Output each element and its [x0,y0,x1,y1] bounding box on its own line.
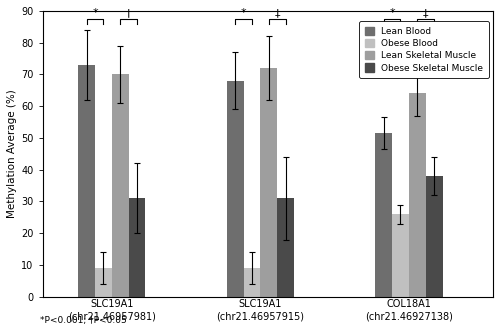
Y-axis label: Methylation Average (%): Methylation Average (%) [7,90,17,218]
Bar [226,81,244,297]
Bar [277,198,294,297]
Bar [426,176,442,297]
Text: *P<0.001; †P<0.05: *P<0.001; †P<0.05 [40,316,127,325]
Text: *: * [92,8,98,18]
Text: *: * [389,8,395,18]
Bar [128,198,146,297]
Bar [112,74,128,297]
Text: ‡: ‡ [274,8,280,18]
Text: *: * [240,8,246,18]
Text: ‡: ‡ [423,8,428,18]
Bar [392,214,409,297]
Bar [95,268,112,297]
Bar [244,268,260,297]
Legend: Lean Blood, Obese Blood, Lean Skeletal Muscle, Obese Skeletal Muscle: Lean Blood, Obese Blood, Lean Skeletal M… [360,21,488,78]
Bar [260,68,277,297]
Bar [409,93,426,297]
Bar [375,133,392,297]
Bar [78,65,95,297]
Text: †: † [126,8,132,18]
